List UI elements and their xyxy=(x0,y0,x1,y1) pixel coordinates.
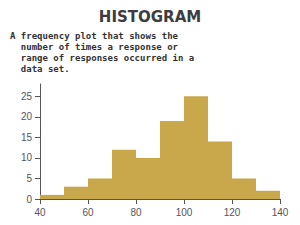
svg-text:80: 80 xyxy=(130,207,142,218)
svg-text:HISTOGRAM: HISTOGRAM xyxy=(99,8,201,26)
svg-text:range of responses occurred in: range of responses occurred in a xyxy=(10,53,194,63)
svg-text:100: 100 xyxy=(176,207,193,218)
svg-text:25: 25 xyxy=(21,91,33,102)
svg-text:number of times a response or: number of times a response or xyxy=(10,42,179,52)
svg-text:10: 10 xyxy=(21,152,33,163)
svg-text:15: 15 xyxy=(21,132,33,143)
svg-text:data set.: data set. xyxy=(10,64,70,74)
svg-text:140: 140 xyxy=(272,207,289,218)
svg-text:40: 40 xyxy=(34,207,46,218)
svg-text:0: 0 xyxy=(26,194,32,205)
svg-text:20: 20 xyxy=(21,111,33,122)
svg-text:A frequency plot that shows th: A frequency plot that shows the xyxy=(10,31,179,41)
svg-text:60: 60 xyxy=(82,207,94,218)
svg-text:120: 120 xyxy=(224,207,241,218)
svg-text:5: 5 xyxy=(26,173,32,184)
